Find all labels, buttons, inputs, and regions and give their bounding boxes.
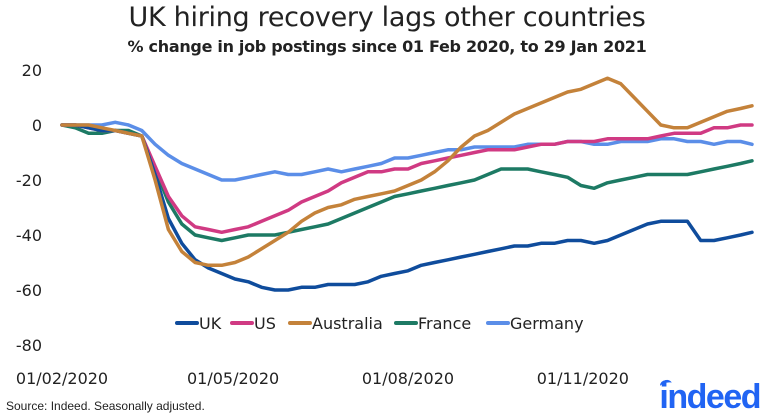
x-tick-label: 01/05/2020 [187,369,279,388]
indeed-logo: indeed [659,378,761,417]
legend-item-uk: UK [175,314,222,333]
legend-item-germany: Germany [486,314,584,333]
y-tick-label: -20 [16,171,42,190]
chart-subtitle: % change in job postings since 01 Feb 20… [127,37,647,56]
legend-item-australia: Australia [288,314,383,333]
legend-label: France [418,314,471,333]
x-axis: 01/02/2020 01/05/2020 01/08/2020 01/11/2020 [16,369,629,388]
legend: UK US Australia France Germany [175,314,584,333]
series-line-uk [60,123,754,292]
x-tick-label: 01/11/2020 [537,369,629,388]
series-line-germany [60,120,754,182]
legend-label: Australia [312,314,383,333]
y-tick-label: 0 [32,116,42,135]
legend-label: Germany [510,314,584,333]
legend-label: UK [199,314,222,333]
x-tick-label: 01/02/2020 [16,369,108,388]
y-tick-label: 20 [22,61,42,80]
y-tick-label: -40 [16,226,42,245]
source-note: Source: Indeed. Seasonally adjusted. [6,399,205,413]
logo-text: indeed [659,378,761,416]
legend-item-us: US [230,314,276,333]
series-line-france [60,123,754,243]
chart-title: UK hiring recovery lags other countries [128,2,646,33]
legend-label: US [254,314,276,333]
y-tick-label: -80 [16,336,42,355]
y-tick-label: -60 [16,281,42,300]
y-axis: 20 0 -20 -40 -60 -80 [16,61,42,355]
series-line-australia [60,76,754,268]
series-line-us [60,123,754,235]
series-lines [60,76,754,292]
x-tick-label: 01/08/2020 [362,369,454,388]
legend-item-france: France [394,314,471,333]
